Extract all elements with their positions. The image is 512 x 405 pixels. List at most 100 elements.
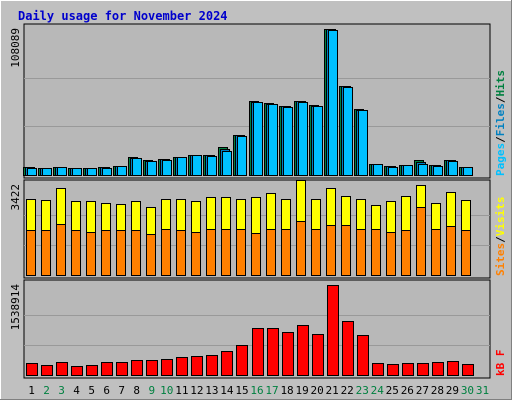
x-tick-label-23: 23: [356, 384, 369, 397]
bar-kbytes-kb-f-28: [432, 362, 444, 376]
bar-visitors-sites-11: [176, 230, 186, 276]
x-tick-label-29: 29: [446, 384, 459, 397]
bar-visitors-sites-23: [356, 229, 366, 276]
x-tick-label-4: 4: [73, 384, 80, 397]
bar-kbytes-kb-f-8: [131, 360, 143, 376]
bar-requests-pages-24: [373, 164, 383, 176]
bar-visitors-sites-12: [191, 232, 201, 276]
bar-kbytes-kb-f-5: [86, 365, 98, 376]
legend-item-sites: Sites: [494, 243, 507, 276]
bar-kbytes-kb-f-23: [357, 335, 369, 376]
bar-kbytes-kb-f-26: [402, 363, 414, 376]
bar-requests-pages-14: [222, 151, 232, 176]
bar-visitors-sites-28: [431, 229, 441, 276]
bar-visitors-sites-2: [41, 230, 51, 276]
bar-visitors-sites-15: [236, 229, 246, 276]
bar-visitors-sites-25: [386, 232, 396, 276]
bar-requests-pages-25: [388, 167, 398, 176]
x-tick-label-7: 7: [118, 384, 125, 397]
bar-visitors-sites-26: [401, 230, 411, 276]
bar-visitors-sites-9: [146, 234, 156, 276]
x-tick-label-9: 9: [148, 384, 155, 397]
bar-requests-pages-28: [433, 166, 443, 176]
legend-kbytes: kB F: [494, 350, 507, 377]
x-tick-label-3: 3: [58, 384, 65, 397]
bar-kbytes-kb-f-7: [116, 362, 128, 376]
bar-requests-pages-7: [117, 166, 127, 176]
bar-visitors-sites-24: [371, 229, 381, 276]
bar-kbytes-kb-f-10: [161, 359, 173, 376]
x-tick-label-17: 17: [265, 384, 278, 397]
bar-requests-pages-27: [418, 164, 428, 176]
bar-visitors-sites-22: [341, 225, 351, 276]
x-tick-label-10: 10: [160, 384, 173, 397]
bar-kbytes-kb-f-6: [101, 362, 113, 376]
bar-requests-pages-6: [102, 168, 112, 176]
x-tick-label-11: 11: [175, 384, 188, 397]
bar-kbytes-kb-f-29: [447, 361, 459, 376]
bar-kbytes-kb-f-30: [462, 364, 474, 376]
bar-kbytes-kb-f-4: [71, 366, 83, 376]
legend-separator: /: [494, 96, 507, 103]
bar-requests-pages-22: [343, 87, 353, 176]
x-tick-label-24: 24: [371, 384, 385, 397]
legend-item-visits: Visits: [494, 197, 507, 237]
bar-visitors-sites-6: [101, 230, 111, 276]
bar-requests-pages-18: [283, 107, 293, 176]
x-tick-label-28: 28: [431, 384, 444, 397]
bar-requests-pages-30: [463, 167, 473, 176]
y-max-label-requests: 108089: [9, 28, 22, 68]
bar-visitors-sites-19: [296, 221, 306, 276]
bar-visitors-sites-21: [326, 225, 336, 276]
bar-visitors-sites-5: [86, 232, 96, 276]
bar-kbytes-kb-f-22: [342, 321, 354, 376]
legend-visitors: Sites/Visits: [494, 197, 507, 277]
bar-visitors-sites-10: [161, 229, 171, 276]
bar-visitors-sites-1: [26, 230, 36, 276]
bar-visitors-sites-30: [461, 230, 471, 276]
panel-visitors: 3422 Sites/Visits: [9, 179, 507, 279]
y-max-label-kbytes: 1538914: [9, 284, 22, 331]
x-tick-label-30: 30: [461, 384, 474, 397]
bar-requests-pages-8: [132, 158, 142, 176]
bar-kbytes-kb-f-18: [282, 332, 294, 376]
x-tick-label-14: 14: [220, 384, 234, 397]
bar-requests-pages-10: [162, 160, 172, 176]
bar-kbytes-kb-f-25: [387, 364, 399, 376]
bar-visitors-sites-27: [416, 207, 426, 276]
bar-requests-pages-16: [253, 102, 263, 176]
bar-requests-pages-29: [448, 161, 458, 176]
x-tick-label-6: 6: [103, 384, 110, 397]
x-tick-label-26: 26: [401, 384, 414, 397]
bar-visitors-sites-20: [311, 229, 321, 276]
bar-kbytes-kb-f-12: [191, 356, 203, 376]
bar-requests-pages-5: [87, 168, 97, 176]
bar-requests-pages-20: [313, 106, 323, 176]
x-tick-label-12: 12: [190, 384, 203, 397]
bar-requests-pages-13: [207, 156, 217, 176]
legend-item-kb-f: kB F: [494, 350, 507, 377]
bar-visitors-sites-17: [266, 229, 276, 276]
bar-kbytes-kb-f-9: [146, 360, 158, 376]
bar-requests-pages-15: [237, 136, 247, 176]
bar-requests-pages-21: [328, 30, 338, 176]
bar-kbytes-kb-f-21: [327, 285, 339, 376]
x-tick-label-5: 5: [88, 384, 95, 397]
bar-requests-pages-9: [147, 161, 157, 176]
bar-visitors-sites-16: [251, 233, 261, 276]
bar-kbytes-kb-f-17: [267, 328, 279, 376]
bar-kbytes-kb-f-2: [41, 365, 53, 376]
x-tick-label-31: 31: [476, 384, 489, 397]
bar-requests-pages-1: [27, 168, 37, 176]
bar-requests-pages-12: [192, 155, 202, 176]
bar-kbytes-kb-f-15: [236, 345, 248, 376]
x-tick-label-18: 18: [280, 384, 293, 397]
bar-visitors-sites-14: [221, 229, 231, 276]
bar-requests-pages-17: [268, 104, 278, 176]
y-max-label-visitors: 3422: [9, 184, 22, 211]
bar-visitors-sites-18: [281, 229, 291, 276]
bar-kbytes-kb-f-13: [206, 355, 218, 376]
bar-kbytes-kb-f-24: [372, 363, 384, 376]
